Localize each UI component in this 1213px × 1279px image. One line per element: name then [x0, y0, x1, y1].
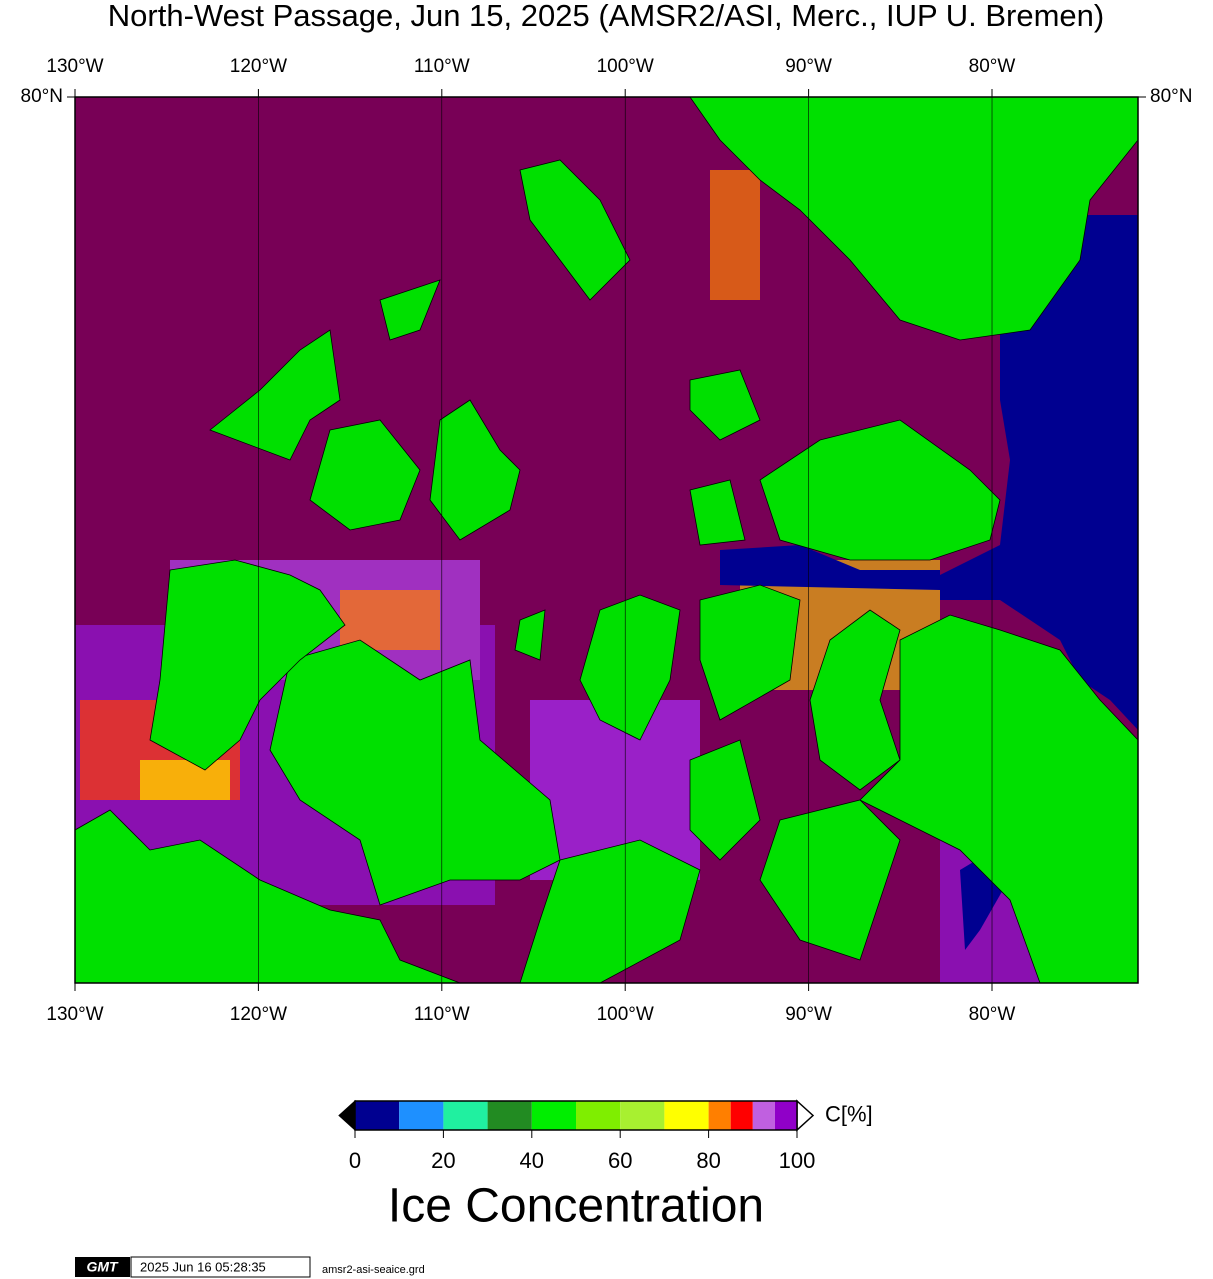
logo: GMT	[86, 1259, 119, 1275]
color-segment	[708, 1101, 731, 1130]
file-name: amsr2-asi-seaice.grd	[322, 1264, 425, 1276]
ice-patch	[710, 170, 760, 300]
color-segment	[487, 1101, 532, 1130]
x-tick-label: 100°W	[597, 1004, 654, 1025]
footer: GMT 2025 Jun 16 05:28:35 amsr2-asi-seaic…	[75, 1256, 425, 1278]
color-segment	[752, 1101, 775, 1130]
color-segment	[730, 1101, 753, 1130]
color-segment	[355, 1101, 400, 1130]
x-tick-label: 130°W	[46, 1004, 103, 1025]
colorbar-unit: C[%]	[825, 1101, 873, 1126]
colorbar-tick-label: 20	[431, 1148, 455, 1173]
colorbar-tick-label: 60	[608, 1148, 632, 1173]
over-arrow	[796, 1099, 815, 1132]
x-tick-label: 90°W	[785, 56, 832, 77]
open-water	[720, 545, 940, 590]
x-tick-label: 120°W	[230, 1004, 287, 1025]
x-tick-label: 100°W	[597, 56, 654, 77]
x-tick-label: 110°W	[414, 1004, 470, 1025]
colorbar-frame	[354, 1100, 798, 1131]
colorbar: 0 20 40 60 80 100 C[%] Ice Concentration	[338, 1099, 873, 1233]
x-tick-label: 130°W	[46, 56, 103, 77]
colorbar-tick-label: 0	[349, 1148, 361, 1173]
y-tick-label: 80°N	[1150, 86, 1192, 107]
x-tick-label: 120°W	[230, 56, 287, 77]
colorbar-tick-label: 40	[520, 1148, 544, 1173]
x-tick-label: 110°W	[414, 56, 470, 77]
x-tick-label: 90°W	[785, 1004, 832, 1025]
timestamp: 2025 Jun 16 05:28:35	[140, 1259, 266, 1274]
ice-patch	[340, 590, 440, 650]
x-tick-label: 80°W	[969, 56, 1016, 77]
map-frame	[74, 96, 1139, 984]
color-segment	[399, 1101, 444, 1130]
x-tick-label: 80°W	[969, 1004, 1016, 1025]
colorbar-tick-label: 100	[779, 1148, 816, 1173]
colorbar-title: Ice Concentration	[388, 1180, 764, 1233]
colorbar-tick-label: 80	[696, 1148, 720, 1173]
timestamp-box	[130, 1256, 311, 1278]
map-area	[75, 97, 1138, 983]
color-segment	[620, 1101, 665, 1130]
color-segment	[774, 1101, 797, 1130]
under-arrow	[338, 1099, 356, 1132]
ice-patch	[140, 760, 230, 800]
color-segment	[664, 1101, 709, 1130]
open-water	[940, 215, 1138, 730]
title: North-West Passage, Jun 15, 2025 (AMSR2/…	[108, 0, 1104, 33]
color-segment	[531, 1101, 576, 1130]
axes: 130°W 130°W 120°W 120°W 110°W 110°W 100°W 100°W…	[21, 56, 1193, 1025]
y-tick-label: 80°N	[21, 86, 63, 107]
color-segment	[576, 1101, 621, 1130]
logo-box	[75, 1257, 130, 1277]
color-segment	[443, 1101, 488, 1130]
land	[75, 97, 1138, 983]
